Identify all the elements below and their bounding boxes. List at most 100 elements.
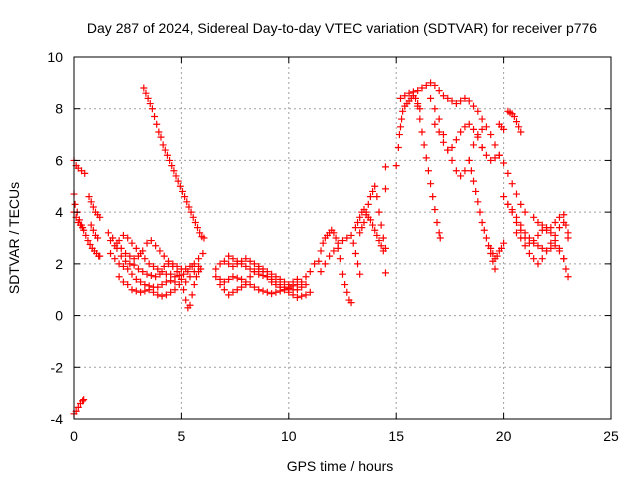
data-point [183,198,191,206]
series-negative-start [70,396,88,418]
data-point [167,270,175,278]
data-point [470,177,478,185]
data-point [80,396,88,404]
data-point [412,94,420,102]
data-point [225,291,233,299]
data-point [416,115,424,123]
data-point [534,260,542,268]
data-point [461,167,469,175]
data-point [478,218,486,226]
data-point [551,218,559,226]
data-point [448,97,456,105]
data-point [424,167,432,175]
data-point [435,229,443,237]
data-point [79,397,87,405]
series-drop-17 [414,102,444,242]
data-point [162,278,170,286]
data-point [517,226,525,234]
data-point [74,403,82,411]
data-point [489,250,497,258]
data-point [144,94,152,102]
data-point [538,244,546,252]
series-early-descent-a [70,156,89,177]
data-point [148,105,156,113]
data-point [470,102,478,110]
data-point [517,128,525,136]
data-point [168,162,176,170]
data-point [351,224,359,232]
data-point [543,226,551,234]
data-point [238,283,246,291]
series-early-descent-b [70,190,104,260]
data-point [153,120,161,128]
data-point [551,231,559,239]
data-point [170,167,178,175]
data-point [405,89,413,97]
data-point [373,193,381,201]
data-point [409,88,417,96]
data-point [132,244,140,252]
data-point [461,94,469,102]
data-point [229,288,237,296]
data-point [126,252,134,260]
data-point [298,283,306,291]
data-point [521,242,529,250]
data-point [306,288,314,296]
data-point [472,187,480,195]
data-point [562,221,570,229]
data-point [200,234,208,242]
x-axis-ticks: 0 5 10 15 20 25 [70,57,619,444]
data-point [452,100,460,108]
data-point [225,260,233,268]
data-point [439,92,447,100]
data-point [364,200,372,208]
data-point [302,273,310,281]
data-point [190,281,198,289]
series-rise-12 [315,226,355,307]
data-point [525,239,533,247]
data-point [255,265,263,273]
data-point [173,268,181,276]
data-point [474,198,482,206]
data-point [457,97,465,105]
data-point [414,87,422,95]
data-point [330,229,338,237]
data-point [422,81,430,89]
data-point [96,213,104,221]
data-point [246,273,254,281]
data-point [229,255,237,263]
data-point [339,237,346,245]
data-point [512,229,520,237]
data-point [242,262,250,270]
data-point [474,133,482,141]
data-point [71,200,79,208]
x-tick-label: 5 [178,428,186,444]
data-point [250,283,258,291]
data-point [79,224,87,232]
data-point [156,247,164,255]
data-point [194,224,202,232]
series-tail-21-22 [504,200,568,263]
data-point [351,250,359,258]
data-point [375,237,383,245]
data-point [285,283,293,291]
data-point [341,281,349,289]
data-point [158,281,166,289]
data-point [525,250,533,258]
data-point [470,141,478,149]
data-point [543,247,551,255]
data-point [319,239,327,247]
data-point [560,211,568,219]
data-point [298,292,306,300]
data-point [476,208,484,216]
data-point [233,286,241,294]
data-point [448,144,456,151]
data-point [137,288,145,296]
data-point [177,275,185,283]
data-point [172,172,180,180]
data-point [126,260,134,268]
data-point [141,281,149,289]
data-point [242,255,250,263]
data-point [134,265,142,273]
data-point [171,286,179,294]
